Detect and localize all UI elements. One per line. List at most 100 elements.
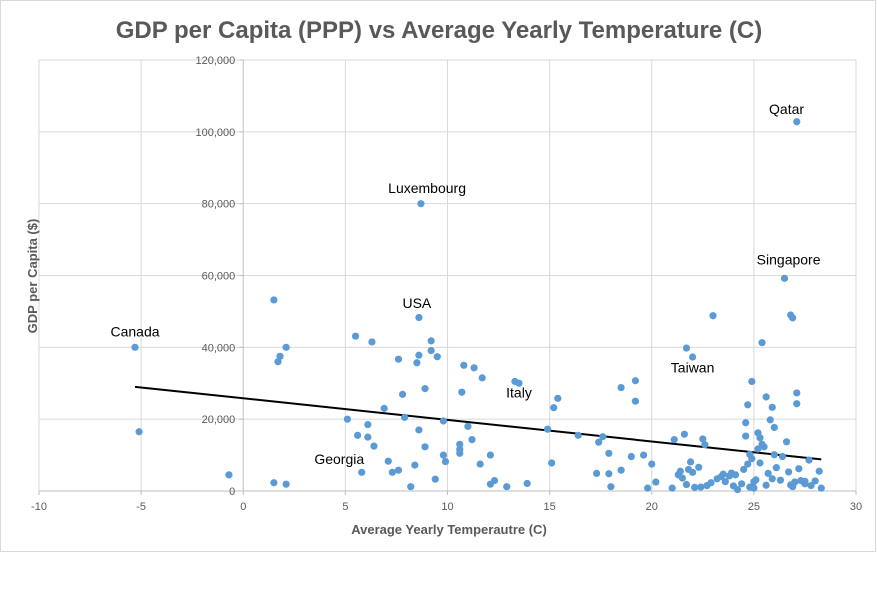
data-point	[593, 469, 601, 478]
y-tick-label: 0	[229, 486, 235, 498]
data-point	[599, 433, 607, 441]
y-tick-label: 20,000	[202, 414, 236, 426]
point-annotation: USA	[402, 295, 431, 311]
data-point	[760, 443, 768, 451]
y-tick-label: 120,000	[195, 55, 235, 67]
data-point	[707, 479, 715, 487]
x-tick-label: 10	[441, 501, 453, 513]
data-point	[740, 465, 748, 474]
data-point	[605, 470, 613, 478]
data-point	[368, 338, 376, 346]
data-point	[682, 344, 691, 352]
x-tick-label: -5	[136, 501, 146, 513]
data-point	[503, 483, 511, 491]
data-point	[354, 431, 362, 439]
data-point	[768, 475, 776, 483]
data-point	[617, 383, 625, 392]
data-point	[756, 459, 764, 467]
data-point	[631, 397, 640, 405]
data-point	[388, 468, 396, 476]
chart-frame: GDP per Capita (PPP) vs Average Yearly T…	[0, 0, 876, 552]
x-tick-label: 30	[850, 501, 862, 513]
data-point	[748, 455, 756, 463]
point-annotation: Taiwan	[671, 359, 715, 375]
data-point	[478, 374, 486, 382]
data-point	[415, 426, 423, 434]
data-point	[697, 483, 705, 491]
data-point	[772, 464, 780, 472]
data-point	[464, 422, 472, 430]
data-point	[427, 346, 435, 355]
x-tick-label: 15	[544, 501, 556, 513]
gridlines	[38, 59, 857, 491]
data-points	[131, 118, 825, 494]
data-point	[470, 364, 478, 372]
data-point	[607, 483, 615, 491]
y-tick-label: 80,000	[202, 199, 236, 211]
data-point	[394, 466, 403, 474]
x-tick-label: 5	[342, 501, 348, 513]
data-point	[758, 339, 766, 347]
data-point	[748, 377, 756, 386]
data-point	[515, 379, 523, 387]
data-point	[370, 442, 378, 450]
data-point	[768, 403, 776, 411]
data-point	[778, 452, 787, 461]
data-point	[766, 416, 774, 424]
data-point	[441, 457, 450, 466]
data-point	[644, 484, 652, 492]
data-point	[689, 353, 697, 361]
data-point	[805, 456, 813, 464]
data-point	[793, 389, 801, 397]
data-point	[490, 476, 499, 485]
data-point	[458, 388, 466, 396]
data-point	[742, 432, 750, 440]
data-point	[721, 478, 729, 486]
point-annotation: Italy	[506, 385, 532, 401]
data-point	[780, 274, 789, 282]
data-point	[719, 470, 727, 478]
data-point	[270, 296, 278, 304]
data-point	[793, 118, 801, 126]
data-point	[742, 419, 750, 427]
data-point	[548, 459, 556, 467]
data-point	[421, 385, 429, 393]
y-tick-label: 60,000	[202, 271, 236, 283]
data-point	[135, 428, 143, 436]
data-point	[699, 435, 707, 443]
data-point	[678, 474, 686, 482]
data-point	[676, 467, 684, 475]
data-point	[468, 436, 476, 444]
data-point	[789, 314, 797, 322]
y-tick-label: 40,000	[202, 342, 236, 354]
data-point	[744, 401, 752, 409]
x-axis-title: Average Yearly Temperautre (C)	[351, 522, 547, 537]
trendline	[134, 385, 822, 461]
data-point	[398, 390, 407, 398]
x-tick-label: -10	[31, 501, 47, 513]
data-point	[605, 449, 613, 457]
data-point	[550, 404, 558, 412]
point-annotation: Georgia	[314, 451, 364, 467]
tick-labels: -10 -5 0 5 10 15 20 25 30 0 20,000 40,000 60,000 80,0…	[31, 55, 862, 513]
data-point	[401, 413, 409, 421]
data-point	[276, 352, 284, 360]
data-point	[776, 476, 785, 484]
x-tick-label: 20	[646, 501, 658, 513]
data-point	[731, 471, 740, 479]
data-point	[762, 481, 770, 489]
data-point	[746, 483, 754, 491]
data-point	[411, 461, 419, 469]
data-point	[394, 355, 403, 363]
data-point	[787, 481, 795, 489]
data-point	[686, 458, 695, 466]
data-point	[282, 343, 290, 351]
data-point	[364, 433, 372, 441]
data-point	[595, 438, 603, 446]
data-point	[817, 484, 825, 492]
data-point	[801, 477, 809, 485]
data-point	[733, 485, 742, 494]
data-point	[639, 451, 648, 459]
data-point	[407, 483, 415, 491]
data-point	[413, 359, 421, 367]
